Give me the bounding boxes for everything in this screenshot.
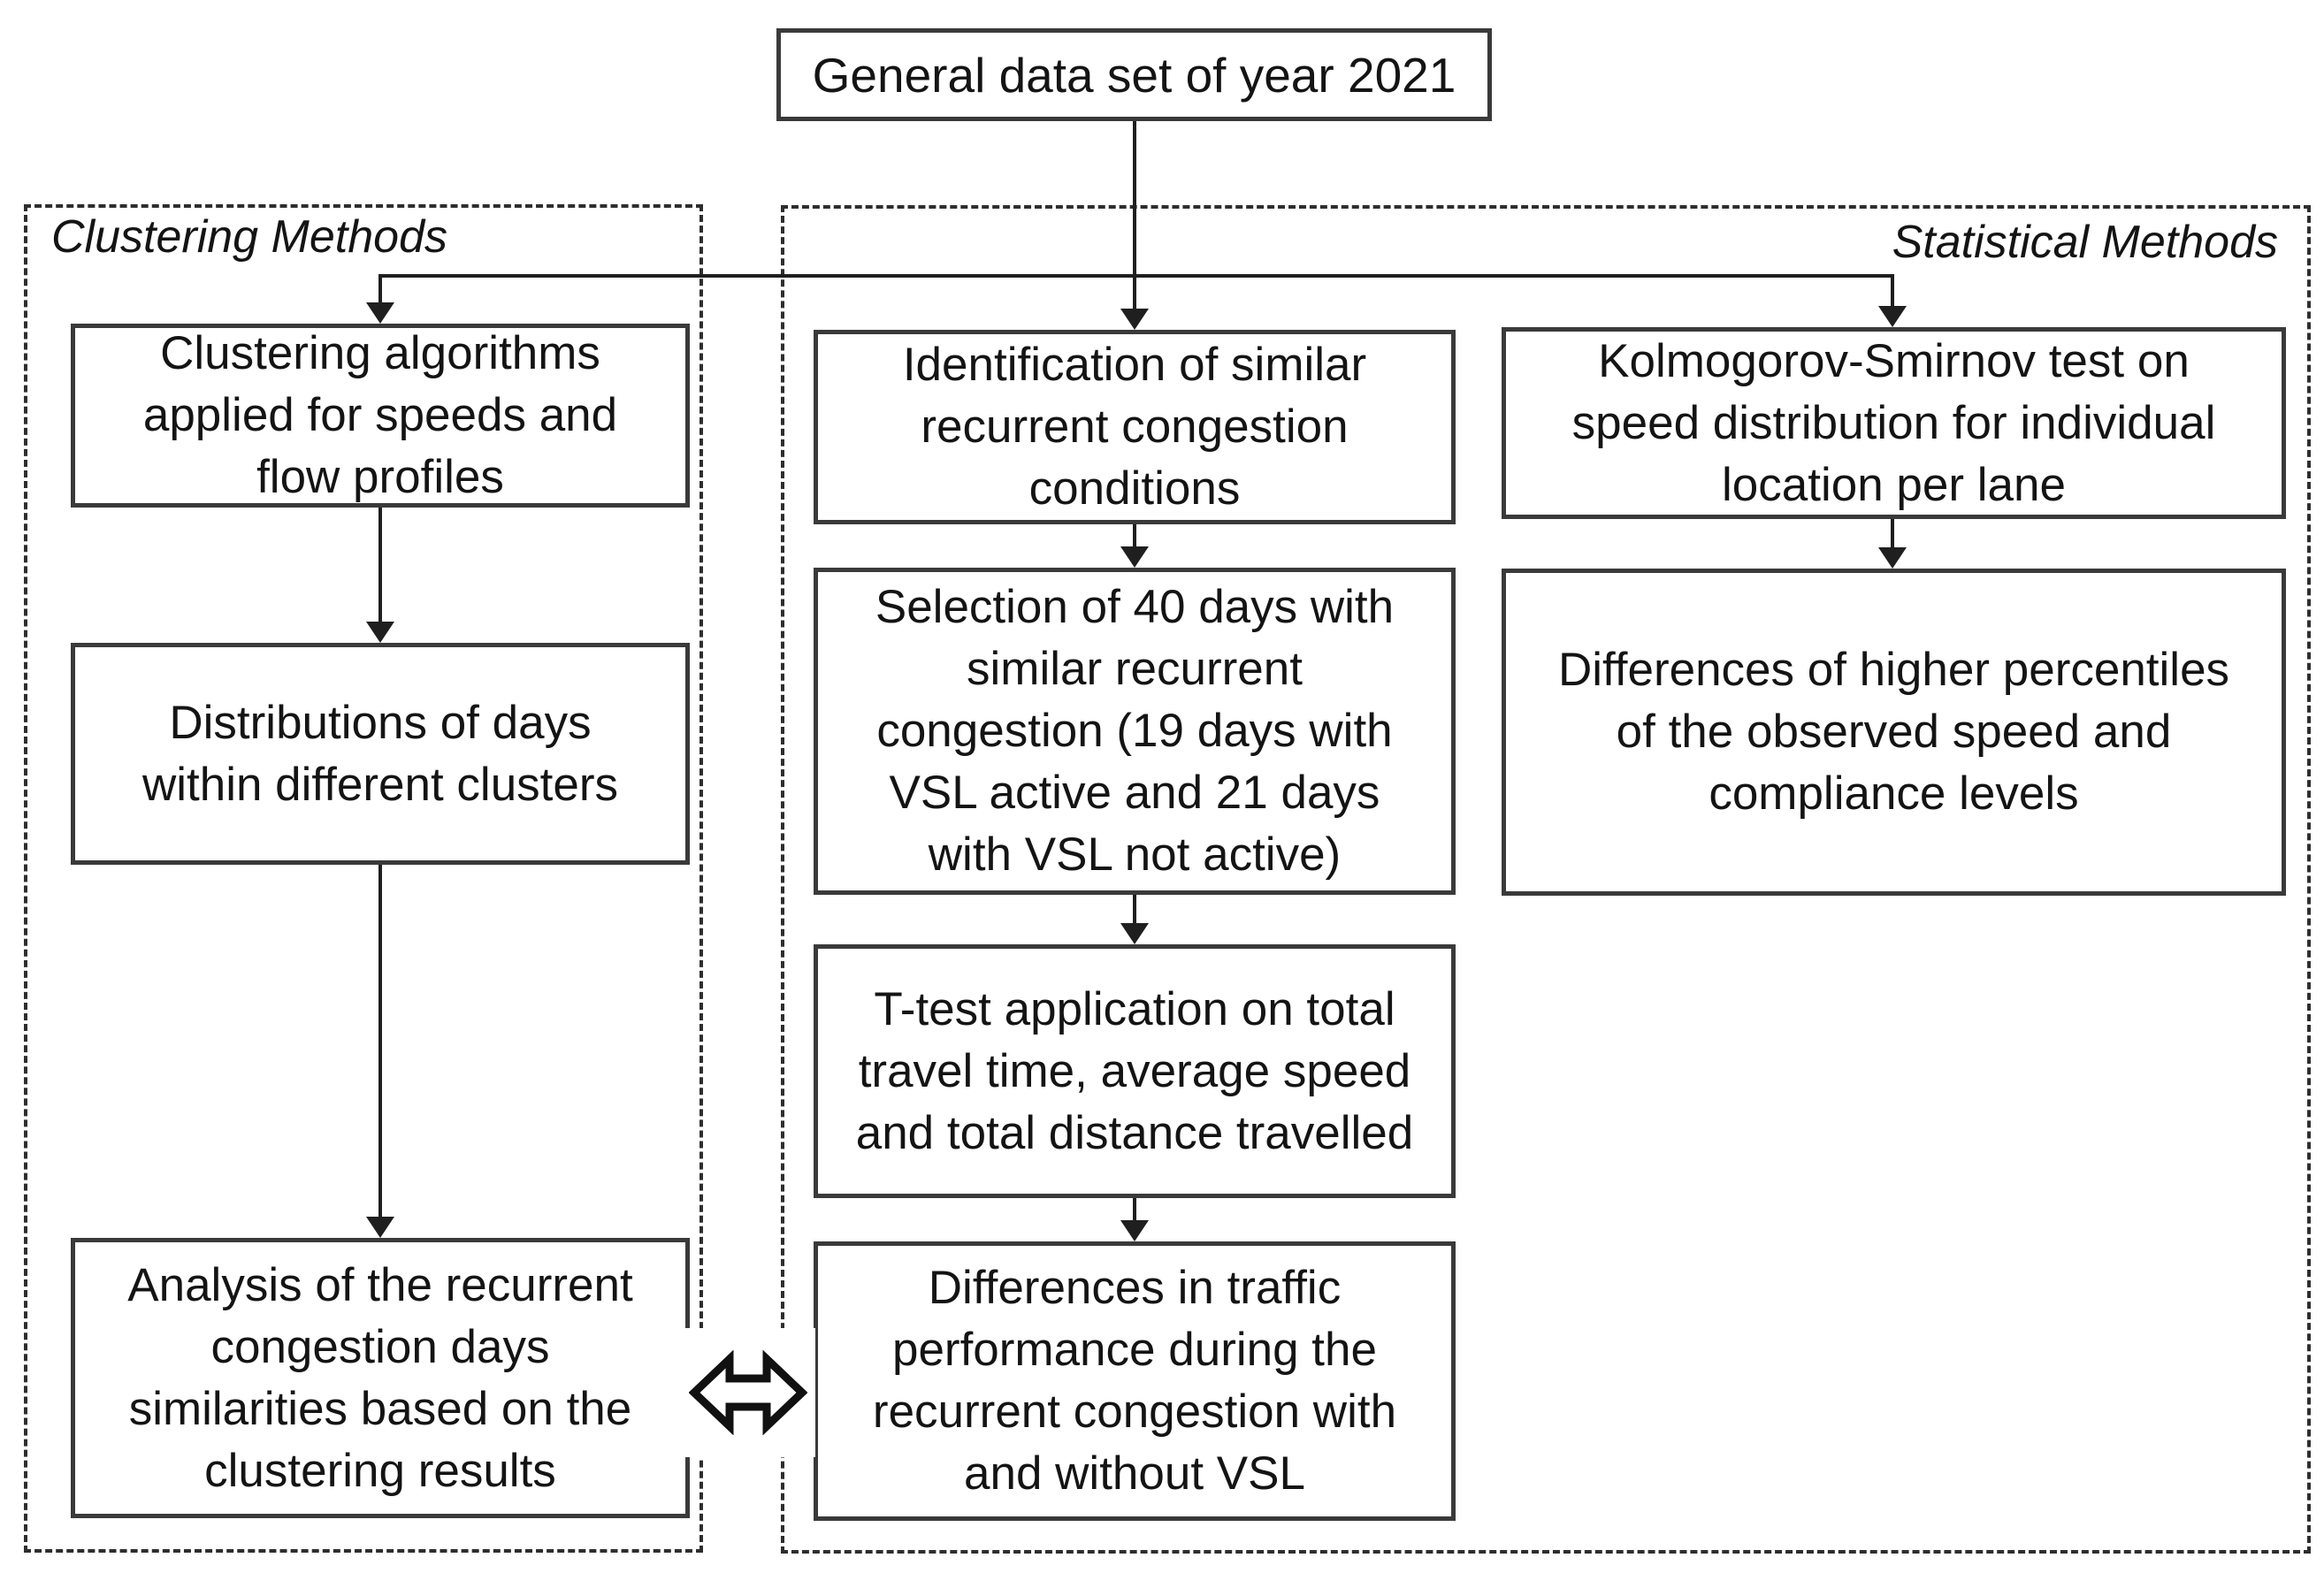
arrow-down-icon <box>1878 547 1907 569</box>
arrow-down-icon <box>1120 309 1149 330</box>
box-clustering-algorithms: Clustering algorithms applied for speeds… <box>71 324 690 508</box>
connector-line <box>378 508 382 624</box>
connector-line <box>1133 895 1136 925</box>
box-identification-similar-congestion: Identification of similar recurrent cong… <box>814 330 1456 524</box>
arrow-down-icon <box>1120 1220 1149 1241</box>
box-differences-traffic-performance: Differences in traffic performance durin… <box>814 1241 1456 1521</box>
clustering-methods-group <box>24 204 703 1553</box>
arrow-down-icon <box>1120 923 1149 944</box>
arrow-down-icon <box>1878 306 1907 327</box>
box-t-test-application: T-test application on total travel time,… <box>814 944 1456 1198</box>
connector-line <box>1891 519 1894 549</box>
connector-line <box>1133 119 1136 313</box>
arrow-down-icon <box>366 302 394 324</box>
box-selection-40-days: Selection of 40 days with similar recurr… <box>814 568 1456 895</box>
connector-line <box>1133 524 1136 549</box>
arrow-down-icon <box>366 622 394 643</box>
connector-branch-line <box>378 274 1894 278</box>
box-analysis-recurrent-congestion: Analysis of the recurrent congestion day… <box>71 1238 690 1518</box>
statistical-methods-group <box>781 205 2311 1554</box>
box-distributions-of-days: Distributions of days within different c… <box>71 643 690 865</box>
connector-line <box>378 865 382 1218</box>
box-general-dataset: General data set of year 2021 <box>776 28 1492 121</box>
connector-line <box>378 276 382 304</box>
arrow-down-icon <box>366 1217 394 1238</box>
arrow-down-icon <box>1120 546 1149 568</box>
connector-line <box>1891 276 1894 308</box>
connector-line <box>1133 1198 1136 1223</box>
clustering-methods-label: Clustering Methods <box>51 211 447 263</box>
statistical-methods-label: Statistical Methods <box>1892 217 2278 268</box>
box-differences-higher-percentiles: Differences of higher percentiles of the… <box>1502 569 2286 896</box>
box-kolmogorov-smirnov-test: Kolmogorov-Smirnov test on speed distrib… <box>1502 327 2286 519</box>
double-arrow-icon <box>689 1350 807 1435</box>
